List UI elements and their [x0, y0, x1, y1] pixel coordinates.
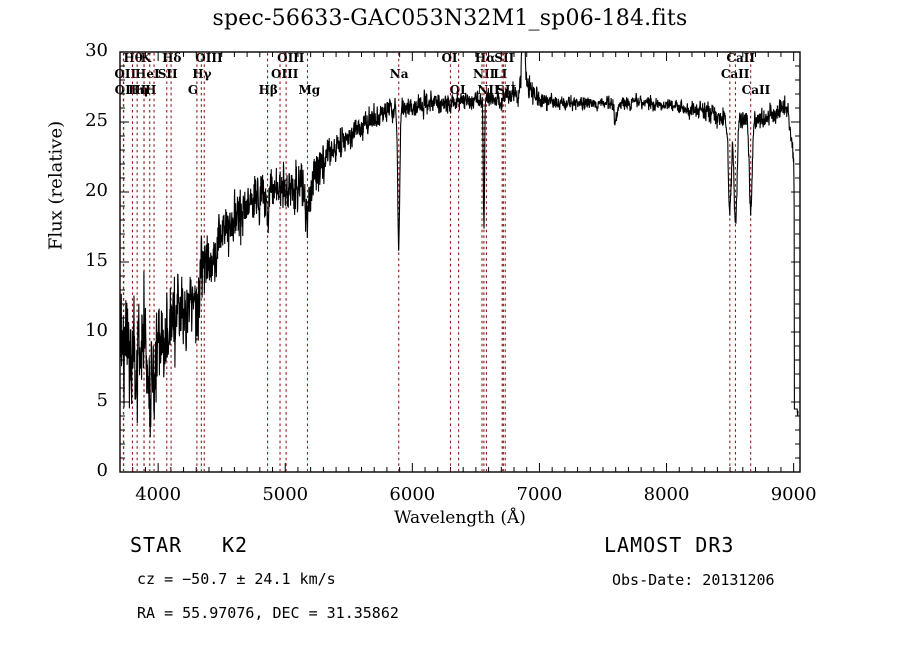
line-label-CaII-8542: CaII — [726, 51, 755, 65]
y-tick-30: 30 — [85, 40, 108, 61]
y-tick-25: 25 — [85, 110, 108, 131]
page-title: spec-56633-GAC053N32M1_sp06-184.fits — [212, 6, 688, 31]
y-tick-20: 20 — [85, 180, 108, 201]
line-label-Mg-5175: Mg — [298, 83, 321, 97]
x-axis-label: Wavelength (Å) — [394, 508, 526, 528]
line-label-H-3968: H — [145, 83, 157, 97]
obs-date-label: Obs-Date: 20131206 — [612, 571, 775, 589]
spectral-class-label: K2 — [222, 533, 249, 557]
x-tick-8000: 8000 — [643, 484, 690, 505]
line-label-H-3889: H — [135, 83, 147, 97]
line-label-SII-6716: SII — [494, 51, 515, 65]
line-label-OI-6364: OI — [449, 83, 466, 97]
survey-label: LAMOST DR3 — [604, 533, 735, 557]
line-label-OI-6300: OI — [441, 51, 458, 65]
x-tick-6000: 6000 — [389, 484, 436, 505]
y-tick-5: 5 — [96, 390, 108, 411]
x-tick-4000: 4000 — [135, 484, 182, 505]
y-tick-15: 15 — [85, 250, 108, 271]
line-label-CaII-8498: CaII — [720, 67, 750, 81]
line-label-H-4861: Hβ — [258, 83, 278, 97]
x-tick-9000: 9000 — [770, 484, 817, 505]
y-tick-0: 0 — [96, 460, 108, 481]
line-label-SII-4068: SII — [157, 67, 178, 81]
line-label-H-6563: Hα — [474, 51, 496, 65]
line-label-K-3934: K — [140, 51, 152, 65]
line-label-OIII-4959: OIII — [271, 67, 299, 81]
line-label-HeI-3889: HeI — [135, 67, 160, 81]
line-label-Na-5893: Na — [389, 67, 409, 81]
x-tick-7000: 7000 — [516, 484, 563, 505]
y-tick-10: 10 — [85, 320, 108, 341]
redshift-velocity-label: cz = −50.7 ± 24.1 km/s — [137, 570, 336, 588]
object-type-label: STAR — [130, 533, 183, 557]
x-tick-5000: 5000 — [262, 484, 309, 505]
line-label-H-3835: Hη — [128, 83, 149, 97]
line-label-OIII-4363: OIII — [195, 51, 223, 65]
line-label-CaII-8662: CaII — [741, 83, 771, 97]
coordinates-label: RA = 55.97076, DEC = 31.35862 — [137, 604, 399, 622]
line-label-NII-6548: NII — [472, 67, 496, 81]
line-label-G-4305: G — [187, 83, 199, 97]
line-label-H-3798: Hθ — [123, 51, 143, 65]
